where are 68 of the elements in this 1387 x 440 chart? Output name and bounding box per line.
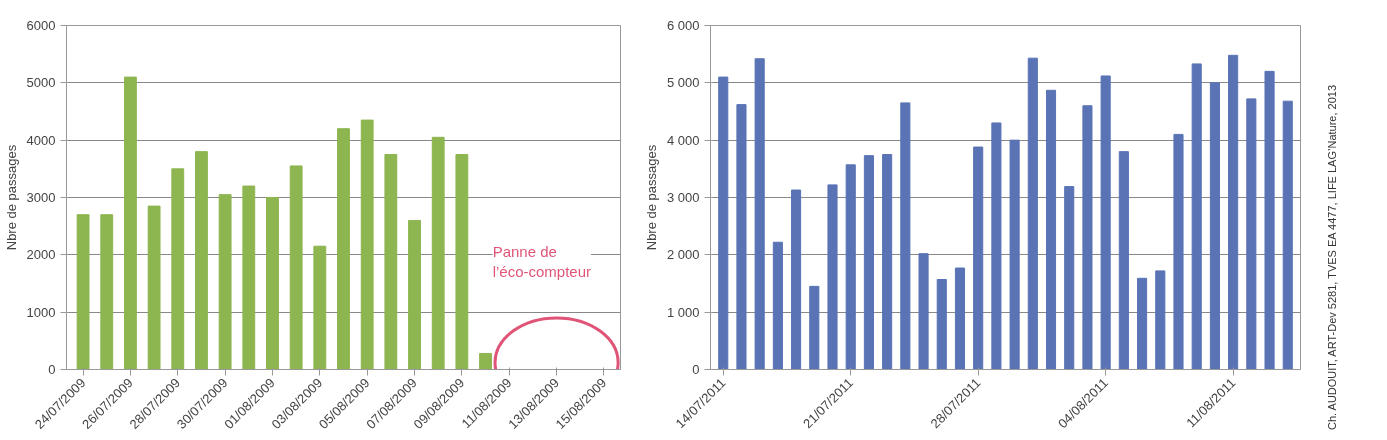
bar — [1137, 277, 1148, 370]
bar — [408, 219, 421, 370]
bar — [266, 197, 279, 370]
y-tick-label: 3 000 — [666, 190, 700, 205]
bar — [954, 267, 966, 370]
bar — [1191, 63, 1202, 370]
bar — [1155, 270, 1166, 370]
bar — [1009, 139, 1020, 370]
bar — [1100, 75, 1111, 370]
bar — [1082, 105, 1093, 370]
annotation: Panne de l’éco-compteur — [492, 242, 592, 281]
bar — [863, 155, 874, 370]
bar — [827, 184, 838, 370]
bar — [936, 278, 947, 370]
y-tick-label: 2000 — [26, 247, 56, 263]
y-tick-label: 0 — [692, 362, 700, 377]
bar — [124, 76, 137, 370]
bar — [991, 122, 1002, 370]
bar — [479, 352, 492, 370]
y-tick-label: 5 000 — [666, 75, 700, 91]
bar — [718, 76, 729, 370]
bar — [900, 102, 911, 370]
bar — [431, 136, 445, 370]
bar — [100, 214, 114, 370]
bar — [1027, 57, 1038, 370]
y-tick-label: 4 000 — [666, 132, 700, 148]
bar — [1045, 89, 1057, 370]
bar — [313, 245, 327, 370]
y-axis-title: Nbre de passages — [643, 144, 659, 251]
bar — [1064, 186, 1075, 370]
bar — [772, 241, 783, 370]
bar — [882, 154, 893, 370]
bar — [171, 168, 185, 370]
bar — [1228, 54, 1239, 370]
y-tick-label: 1000 — [26, 304, 56, 320]
bar — [1173, 133, 1184, 370]
y-tick-label: 5000 — [26, 75, 56, 91]
bar — [1246, 98, 1257, 370]
y-tick-label: 3000 — [26, 190, 56, 205]
bar — [455, 154, 469, 370]
y-tick-label: 2 000 — [666, 247, 700, 263]
bar — [1264, 70, 1275, 370]
bar — [289, 165, 303, 370]
bar — [845, 164, 856, 370]
bar — [1118, 151, 1129, 370]
y-tick-label: 0 — [48, 362, 56, 377]
bar — [76, 214, 90, 370]
y-tick-label: 1 000 — [666, 304, 700, 320]
text: Ch. AUDOUIT, ART-Dev 5281, TVES EA 4477, LIFE LAG’Nature, 2013 — [1325, 84, 1339, 430]
bar — [736, 104, 747, 370]
bar — [384, 154, 398, 370]
bar — [754, 58, 765, 370]
bar — [360, 119, 374, 370]
bar — [337, 128, 350, 370]
y-tick-label: 6000 — [26, 18, 56, 33]
bar — [918, 253, 929, 370]
bar — [195, 151, 208, 370]
y-tick-label: 4000 — [26, 132, 56, 148]
bar — [809, 285, 820, 370]
y-tick-label: 6 000 — [666, 18, 700, 33]
bar — [791, 189, 802, 370]
y-axis-title: Nbre de passages — [3, 144, 19, 251]
bar — [973, 146, 984, 370]
bar — [1282, 100, 1293, 370]
bar — [147, 205, 161, 370]
bar — [242, 185, 256, 370]
bar — [218, 194, 232, 370]
bar — [1209, 82, 1220, 370]
